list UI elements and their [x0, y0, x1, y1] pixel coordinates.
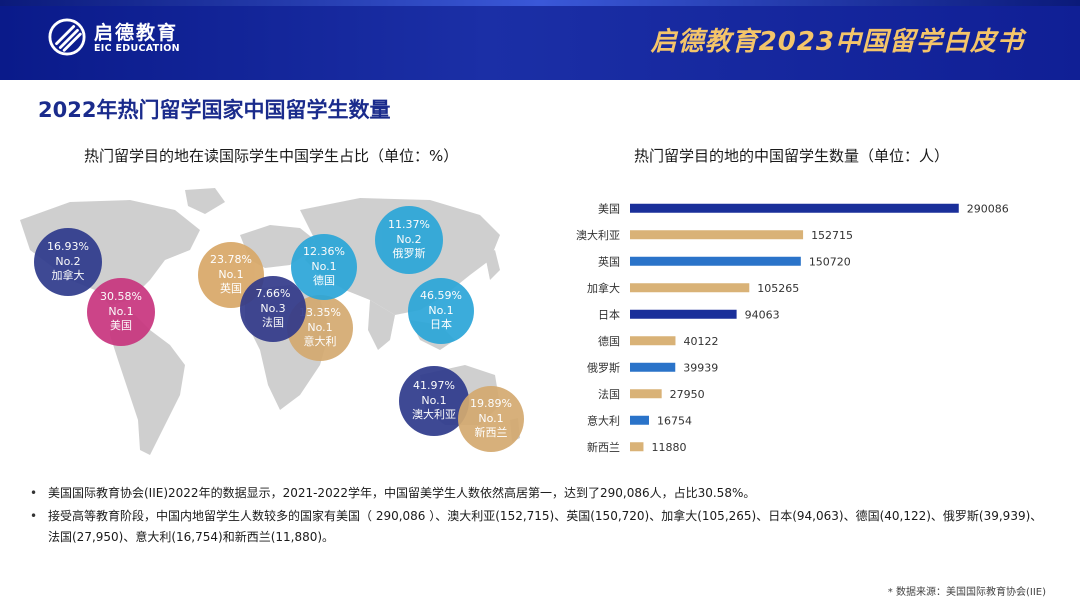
bubble-country: 澳大利亚 [412, 408, 456, 422]
bar-category-label: 俄罗斯 [587, 361, 620, 374]
bubble-country: 俄罗斯 [392, 247, 426, 261]
bubble-usa: 30.58% No.1 美国 [87, 278, 155, 346]
right-chart-title: 热门留学目的地的中国留学生数量（单位：人） [634, 147, 950, 165]
bubble-pct: 30.58% [100, 289, 142, 303]
data-source: * 数据来源：美国国际教育协会(IIE) [887, 587, 1046, 598]
bar-value-label: 27950 [670, 388, 705, 401]
bar-category-label: 意大利 [587, 413, 620, 427]
bar-category-label: 英国 [598, 254, 620, 268]
bubble-rank: No.1 [428, 303, 454, 317]
bar-value-label: 16754 [657, 414, 692, 427]
bubble-rank: No.2 [396, 232, 422, 246]
report-title: 启德教育2023中国留学白皮书 [650, 27, 1024, 57]
bar-chart: 美国 290086 澳大利亚 152715 英国 150720 加拿大 105265 日本 940… [576, 202, 1009, 454]
bubble-pct: 41.97% [413, 378, 455, 392]
bubble-pct: 13.35% [299, 305, 341, 319]
bar [630, 283, 750, 293]
bubble-country: 意大利 [303, 335, 337, 349]
bar-value-label: 150720 [809, 255, 851, 268]
logo-english-text: EIC EDUCATION [94, 43, 180, 54]
bubble-rank: No.1 [421, 393, 447, 407]
bubble-pct: 12.36% [303, 244, 345, 258]
bubble-rank: No.3 [260, 301, 286, 315]
bubble-france: 7.66% No.3 法国 [240, 276, 306, 342]
bubble-rank: No.2 [55, 254, 81, 268]
bubble-australia: 41.97% No.1 澳大利亚 [399, 366, 469, 436]
bubble-canada: 16.93% No.2 加拿大 [34, 228, 102, 296]
bubble-country: 新西兰 [474, 426, 508, 440]
bubble-pct: 23.78% [210, 252, 252, 266]
world-map-panel: 16.93% No.2 加拿大 30.58% No.1 美国 23.78% No… [0, 180, 540, 470]
bubble-rank: No.1 [478, 411, 504, 425]
bar-value-label: 39939 [683, 361, 718, 374]
bar-category-label: 加拿大 [587, 281, 620, 295]
bar [630, 230, 804, 240]
bubble-pct: 19.89% [470, 396, 512, 410]
left-chart-title: 热门留学目的地在读国际学生中国学生占比（单位：%） [84, 147, 459, 165]
bubble-pct: 16.93% [47, 239, 89, 253]
bar-value-label: 105265 [757, 282, 799, 295]
bar-category-label: 德国 [598, 334, 620, 348]
bubble-country: 德国 [313, 274, 335, 288]
bar-category-label: 日本 [598, 307, 620, 321]
bubble-rank: No.1 [307, 320, 333, 334]
bar [630, 415, 649, 425]
bubble-germany: 12.36% No.1 德国 [291, 234, 357, 300]
logo-chinese-text: 启德教育 [94, 22, 179, 44]
bar-category-label: 澳大利亚 [576, 228, 620, 242]
bar [630, 309, 737, 319]
bubble-country: 英国 [220, 282, 242, 296]
bubble-pct: 11.37% [388, 217, 430, 231]
bubble-country: 日本 [430, 318, 452, 332]
bubble-rank: No.1 [218, 267, 244, 281]
bar-category-label: 新西兰 [587, 440, 620, 454]
bubble-country: 加拿大 [51, 269, 85, 283]
bar-value-label: 94063 [745, 308, 780, 321]
bar-category-label: 法国 [598, 387, 620, 401]
bubble-pct: 46.59% [420, 288, 462, 302]
note-item: 接受高等教育阶段，中国内地留学生人数较多的国家有美国（ 290,086 ）、澳大… [30, 506, 1050, 548]
bar [630, 442, 644, 452]
bubble-russia: 11.37% No.2 俄罗斯 [375, 206, 443, 274]
eic-logo-icon [48, 18, 86, 56]
bubble-country: 法国 [262, 316, 284, 330]
bar [630, 362, 676, 372]
bubble-country: 美国 [110, 319, 132, 333]
bar [630, 256, 801, 266]
bar [630, 203, 959, 213]
bar-value-label: 152715 [811, 229, 853, 242]
bar-value-label: 11880 [651, 441, 686, 454]
bar [630, 336, 676, 346]
header-bar: 启德教育 EIC EDUCATION 启德教育2023中国留学白皮书 [0, 0, 1080, 80]
bar [630, 389, 662, 399]
header-stripe [0, 0, 1080, 6]
bubble-rank: No.1 [311, 259, 337, 273]
bubble-pct: 7.66% [255, 286, 291, 300]
page-title: 2022年热门留学国家中国留学生数量 [38, 98, 391, 122]
bubble-new-zealand: 19.89% No.1 新西兰 [458, 386, 524, 452]
notes-list: 美国国际教育协会(IIE)2022年的数据显示，2021-2022学年，中国留美… [30, 483, 1050, 550]
bar-value-label: 290086 [967, 202, 1009, 215]
bubble-rank: No.1 [108, 304, 134, 318]
bubble-japan: 46.59% No.1 日本 [408, 278, 474, 344]
bar-value-label: 40122 [683, 335, 718, 348]
bar-category-label: 美国 [598, 202, 620, 215]
note-item: 美国国际教育协会(IIE)2022年的数据显示，2021-2022学年，中国留美… [30, 483, 1050, 504]
